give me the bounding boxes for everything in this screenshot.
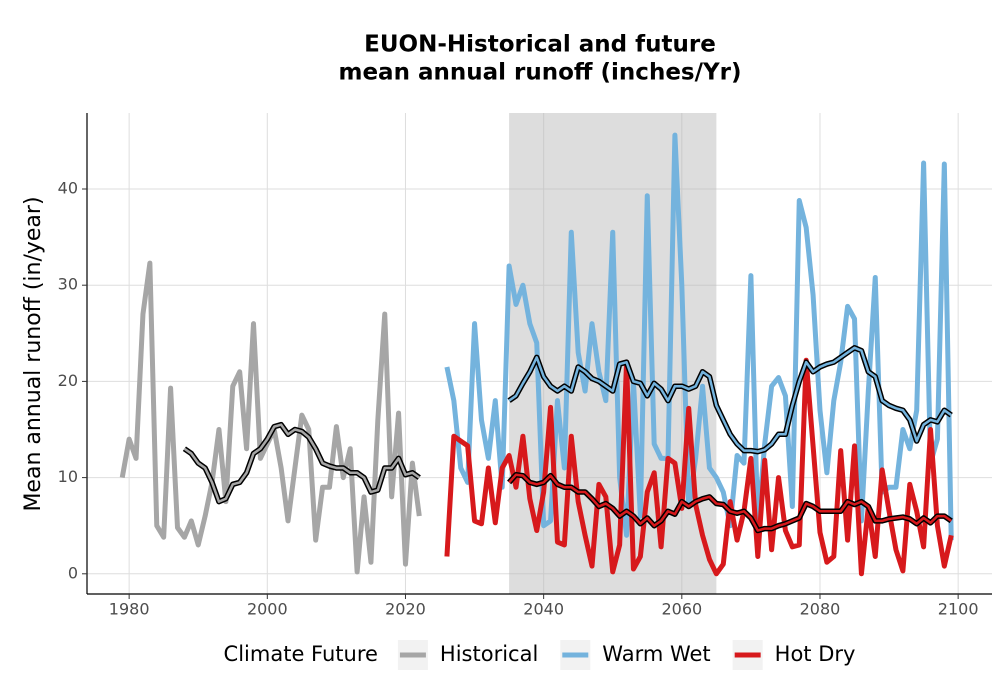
x-tick-label: 2080 (800, 600, 841, 619)
rolling-line (508, 473, 952, 532)
y-tick-label: 20 (58, 371, 78, 390)
legend-key (732, 640, 763, 670)
legend-title: Climate Future (224, 642, 378, 666)
y-axis-title: Mean annual runoff (in/year) (21, 196, 46, 511)
series-line (119, 260, 422, 575)
x-tick-label: 2060 (661, 600, 702, 619)
x-tick-label: 2040 (523, 600, 564, 619)
chart-title: mean annual runoff (inches/Yr) (338, 60, 741, 86)
x-tick-label: 2000 (247, 600, 288, 619)
legend-label: Historical (440, 642, 538, 666)
y-tick-label: 10 (58, 467, 78, 486)
x-tick-label: 1980 (109, 600, 150, 619)
legend-key (397, 640, 428, 670)
series-line (444, 132, 954, 541)
y-tick-label: 30 (58, 275, 78, 294)
legend-label: Warm Wet (602, 642, 710, 666)
legend: Climate Future Historical Warm Wet Hot Dry (224, 640, 856, 670)
rolling-line (508, 346, 952, 453)
chart-title: EUON-Historical and future (364, 32, 716, 58)
series-line (444, 357, 954, 577)
x-tick-label: 2100 (938, 600, 979, 619)
y-tick-label: 0 (68, 563, 78, 582)
x-tick-label: 2020 (385, 600, 426, 619)
legend-label: Hot Dry (775, 642, 856, 666)
legend-key (560, 640, 591, 670)
rolling-line (183, 423, 421, 503)
y-tick-label: 40 (58, 178, 78, 197)
